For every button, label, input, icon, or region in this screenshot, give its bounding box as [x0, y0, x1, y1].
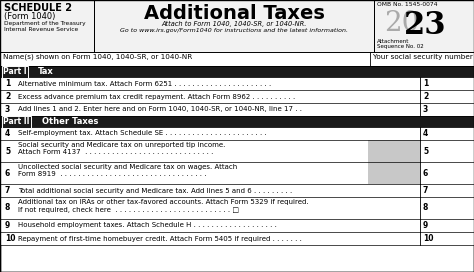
Bar	[420, 140, 472, 162]
Text: 23: 23	[404, 10, 447, 41]
Text: Attach to Form 1040, 1040-SR, or 1040-NR.: Attach to Form 1040, 1040-SR, or 1040-NR…	[161, 21, 307, 27]
Text: 3: 3	[423, 105, 428, 114]
Text: Tax: Tax	[38, 67, 54, 76]
Text: Attach Form 4137  . . . . . . . . . . . . . . . . . . . . . . . . . . . . .: Attach Form 4137 . . . . . . . . . . . .…	[18, 149, 213, 155]
Text: 10: 10	[5, 234, 16, 243]
Text: 9: 9	[5, 221, 10, 230]
Text: Other Taxes: Other Taxes	[42, 118, 99, 126]
Text: 1: 1	[423, 79, 428, 88]
Text: 10: 10	[423, 234, 434, 243]
Bar	[420, 232, 472, 245]
Text: 2: 2	[5, 92, 10, 101]
Bar	[0, 103, 474, 116]
Text: 1: 1	[5, 79, 10, 88]
Text: OMB No. 1545-0074: OMB No. 1545-0074	[377, 2, 438, 7]
Text: Uncollected social security and Medicare tax on wages. Attach: Uncollected social security and Medicare…	[18, 164, 237, 170]
Text: Form 8919  . . . . . . . . . . . . . . . . . . . . . . . . . . . . . . . . .: Form 8919 . . . . . . . . . . . . . . . …	[18, 171, 207, 177]
Text: 3: 3	[5, 105, 10, 114]
Text: Attachment: Attachment	[377, 39, 410, 44]
Text: 4: 4	[423, 129, 428, 138]
Text: Name(s) shown on Form 1040, 1040-SR, or 1040-NR: Name(s) shown on Form 1040, 1040-SR, or …	[3, 54, 192, 60]
Text: SCHEDULE 2: SCHEDULE 2	[4, 3, 72, 13]
Text: Alternative minimum tax. Attach Form 6251 . . . . . . . . . . . . . . . . . . . : Alternative minimum tax. Attach Form 625…	[18, 81, 271, 86]
Text: 20: 20	[384, 10, 419, 37]
Bar	[420, 103, 472, 116]
Text: Your social security number: Your social security number	[373, 54, 473, 60]
Text: Internal Revenue Service: Internal Revenue Service	[4, 27, 78, 32]
Text: Social security and Medicare tax on unreported tip income.: Social security and Medicare tax on unre…	[18, 142, 225, 148]
Bar	[0, 52, 474, 66]
Text: 6: 6	[423, 168, 428, 178]
Text: 7: 7	[423, 186, 428, 195]
Bar	[420, 127, 472, 140]
Bar	[0, 197, 474, 219]
Bar	[420, 90, 472, 103]
Text: 9: 9	[423, 221, 428, 230]
Text: 6: 6	[5, 168, 10, 178]
Text: 5: 5	[423, 147, 428, 156]
Text: Additional Taxes: Additional Taxes	[144, 4, 324, 23]
Bar	[0, 232, 474, 245]
Text: Add lines 1 and 2. Enter here and on Form 1040, 1040-SR, or 1040-NR, line 17 . .: Add lines 1 and 2. Enter here and on For…	[18, 107, 302, 113]
Text: 4: 4	[5, 129, 10, 138]
Text: 2: 2	[423, 92, 428, 101]
Text: Total additional social security and Medicare tax. Add lines 5 and 6 . . . . . .: Total additional social security and Med…	[18, 187, 292, 193]
Text: Additional tax on IRAs or other tax-favored accounts. Attach Form 5329 if requir: Additional tax on IRAs or other tax-favo…	[18, 199, 309, 205]
Text: Excess advance premium tax credit repayment. Attach Form 8962 . . . . . . . . . : Excess advance premium tax credit repaym…	[18, 94, 295, 100]
Bar	[0, 140, 474, 162]
Bar	[0, 184, 474, 197]
Bar	[0, 66, 474, 77]
Text: Repayment of first-time homebuyer credit. Attach Form 5405 if required . . . . .: Repayment of first-time homebuyer credit…	[18, 236, 302, 242]
Bar	[420, 77, 472, 90]
Bar	[368, 140, 420, 162]
Text: 8: 8	[5, 203, 10, 212]
Bar	[0, 162, 474, 184]
Bar	[0, 219, 474, 232]
Bar	[420, 184, 472, 197]
Text: 5: 5	[5, 147, 10, 156]
Text: Part II: Part II	[3, 118, 29, 126]
Text: 7: 7	[5, 186, 10, 195]
Text: If not required, check here  . . . . . . . . . . . . . . . . . . . . . . . . . .: If not required, check here . . . . . . …	[18, 207, 239, 213]
Text: Go to www.irs.gov/Form1040 for instructions and the latest information.: Go to www.irs.gov/Form1040 for instructi…	[120, 28, 348, 33]
Bar	[0, 90, 474, 103]
Bar	[0, 0, 474, 52]
Text: Department of the Treasury: Department of the Treasury	[4, 21, 86, 26]
Bar	[0, 77, 474, 90]
Text: 8: 8	[423, 203, 428, 212]
Bar	[420, 197, 472, 219]
Text: Sequence No. 02: Sequence No. 02	[377, 44, 424, 49]
Bar	[368, 162, 420, 184]
Text: Household employment taxes. Attach Schedule H . . . . . . . . . . . . . . . . . : Household employment taxes. Attach Sched…	[18, 222, 277, 228]
Bar	[420, 219, 472, 232]
Text: (Form 1040): (Form 1040)	[4, 12, 55, 21]
Bar	[0, 127, 474, 140]
Bar	[0, 116, 474, 127]
Text: Self-employment tax. Attach Schedule SE . . . . . . . . . . . . . . . . . . . . : Self-employment tax. Attach Schedule SE …	[18, 131, 267, 137]
Text: Part I: Part I	[3, 67, 27, 76]
Bar	[420, 162, 472, 184]
